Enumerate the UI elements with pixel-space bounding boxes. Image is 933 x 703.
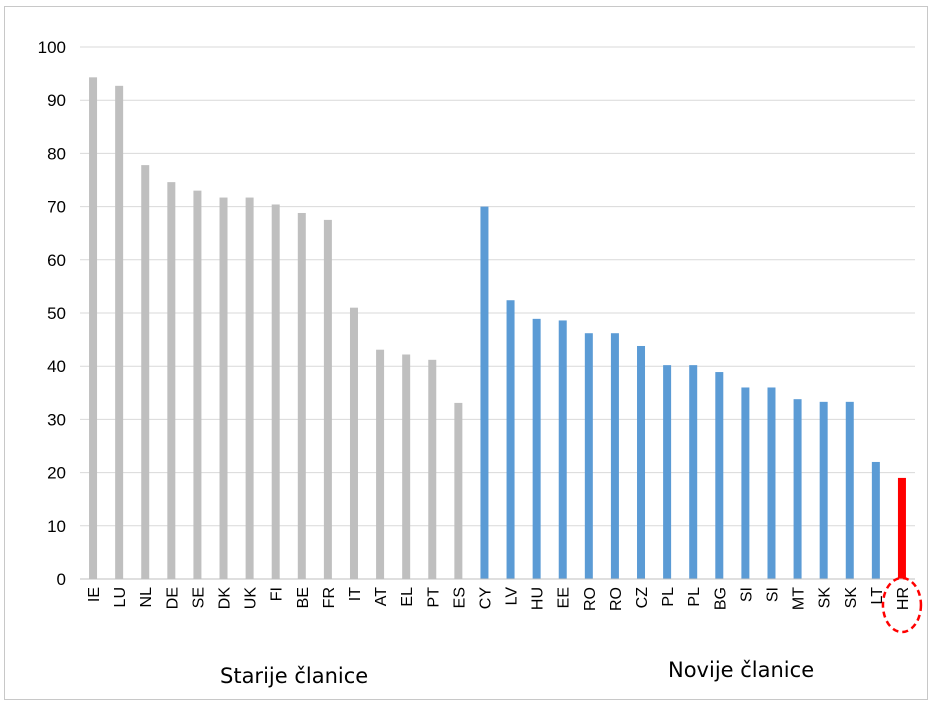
bar-si bbox=[767, 387, 776, 579]
y-tick-label: 40 bbox=[47, 357, 66, 376]
x-tick-label: FI bbox=[269, 587, 286, 601]
x-tick-label: HU bbox=[530, 587, 547, 610]
x-tick-label: LT bbox=[869, 587, 886, 605]
x-tick-label: LU bbox=[112, 587, 129, 607]
bar-lt bbox=[871, 461, 880, 579]
bar-lu bbox=[115, 85, 124, 579]
bar-dk bbox=[219, 197, 228, 579]
bar-at bbox=[376, 349, 385, 579]
y-tick-label: 20 bbox=[47, 464, 66, 483]
x-tick-label: SK bbox=[817, 587, 834, 609]
y-tick-label: 50 bbox=[47, 304, 66, 323]
bar-nl bbox=[141, 165, 150, 579]
bar-hr bbox=[897, 477, 906, 579]
y-tick-label: 10 bbox=[47, 517, 66, 536]
x-tick-label: ES bbox=[451, 587, 468, 608]
x-tick-label: EL bbox=[399, 587, 416, 607]
x-tick-label: AT bbox=[373, 587, 390, 606]
bar-ee bbox=[558, 320, 567, 579]
x-tick-label: PT bbox=[425, 587, 442, 608]
y-axis-ticks: 0 10 20 30 40 50 60 70 80 90 100 bbox=[38, 38, 66, 589]
x-tick-label: BE bbox=[295, 587, 312, 608]
bars bbox=[89, 77, 906, 580]
bar-sk bbox=[819, 401, 828, 579]
y-tick-label: 70 bbox=[47, 198, 66, 217]
x-tick-label: LV bbox=[504, 587, 521, 606]
x-tick-label: BG bbox=[712, 587, 729, 610]
x-tick-label: FR bbox=[321, 587, 338, 608]
x-tick-label: MT bbox=[791, 587, 808, 610]
y-tick-label: 30 bbox=[47, 410, 66, 429]
bar-pl bbox=[689, 365, 698, 579]
bar-ie bbox=[89, 77, 98, 579]
x-axis-ticks: IE LU NL DE SE DK UK FI BE FR IT AT EL PT ES CY LV HU EE RO… bbox=[86, 587, 912, 611]
highlight-circle bbox=[881, 576, 923, 634]
x-tick-label: NL bbox=[138, 587, 155, 608]
bar-sk bbox=[845, 401, 854, 579]
x-tick-label: SI bbox=[764, 587, 781, 602]
y-tick-label: 90 bbox=[47, 91, 66, 110]
y-tick-label: 0 bbox=[57, 570, 66, 589]
group-label-new: Novije članice bbox=[668, 658, 815, 682]
bar-de bbox=[167, 182, 176, 580]
x-tick-label: IE bbox=[86, 587, 103, 602]
bar-pt bbox=[428, 359, 437, 579]
x-tick-label: DE bbox=[164, 587, 181, 609]
bar-pl bbox=[663, 365, 672, 579]
bar-mt bbox=[793, 399, 802, 579]
bar-be bbox=[297, 212, 306, 579]
x-tick-label: DK bbox=[217, 587, 234, 610]
group-label-old: Starije članice bbox=[220, 664, 369, 688]
y-tick-label: 100 bbox=[38, 38, 66, 57]
bar-cz bbox=[637, 345, 646, 579]
x-tick-label: SI bbox=[738, 587, 755, 602]
bar-fr bbox=[323, 219, 332, 579]
bar-it bbox=[349, 307, 358, 579]
x-tick-label: HR bbox=[895, 587, 912, 610]
gridlines bbox=[80, 46, 915, 527]
chart-frame bbox=[4, 6, 928, 700]
x-tick-label: CZ bbox=[634, 587, 651, 609]
bar-es bbox=[454, 402, 463, 579]
bar-lv bbox=[506, 300, 515, 579]
x-tick-label: CY bbox=[477, 587, 494, 610]
x-tick-label: PL bbox=[686, 587, 703, 607]
bar-cy bbox=[480, 206, 489, 579]
x-tick-label: IT bbox=[347, 587, 364, 601]
bar-hu bbox=[532, 318, 541, 579]
x-tick-label: SK bbox=[843, 587, 860, 609]
y-tick-label: 80 bbox=[47, 144, 66, 163]
bar-se bbox=[193, 190, 202, 579]
x-tick-label: PL bbox=[660, 587, 677, 607]
bar-ro bbox=[610, 333, 619, 579]
y-tick-label: 60 bbox=[47, 251, 66, 270]
x-tick-label: SE bbox=[190, 587, 207, 608]
x-tick-label: EE bbox=[556, 587, 573, 608]
bar-ro bbox=[584, 333, 593, 579]
x-tick-label: RO bbox=[582, 587, 599, 611]
bar-bg bbox=[715, 372, 724, 579]
x-tick-label: RO bbox=[608, 587, 625, 611]
bar-fi bbox=[271, 204, 280, 580]
bar-el bbox=[402, 354, 411, 579]
bar-uk bbox=[245, 197, 254, 579]
bar-si bbox=[741, 387, 750, 579]
x-tick-label: UK bbox=[243, 587, 260, 610]
